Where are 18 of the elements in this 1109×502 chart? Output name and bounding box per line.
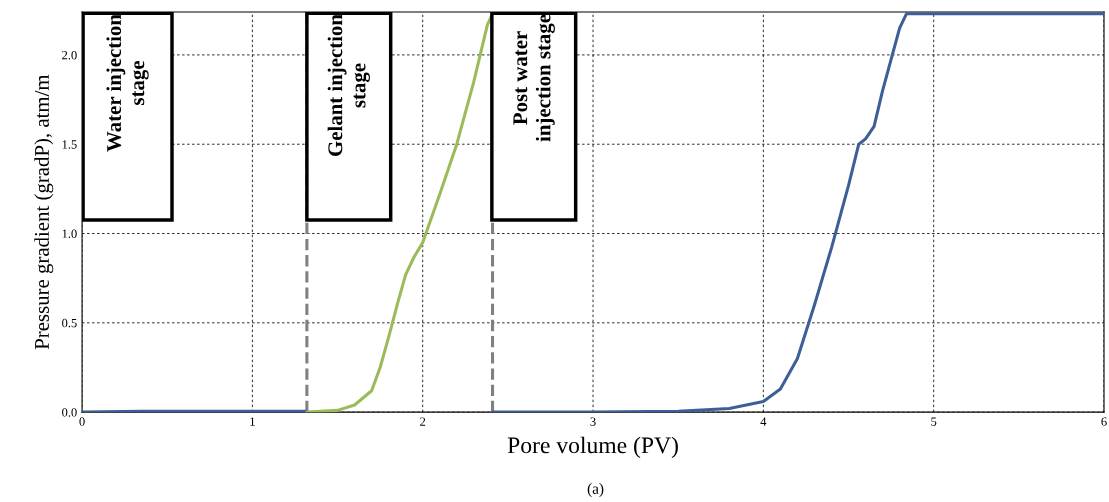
annotation: Post water injection stage	[513, 14, 555, 142]
x-tick-label: 3	[590, 417, 596, 426]
y-tick-label: 2.0	[62, 50, 77, 60]
annotation: Gelant injection stage	[327, 14, 370, 156]
text: (a)	[587, 483, 604, 497]
x-tick-label: 6	[1101, 417, 1107, 426]
x-tick-label: 4	[760, 417, 767, 426]
x-axis-title: Pore volume (PV)	[507, 436, 678, 459]
y-tick-label: 1.5	[62, 140, 77, 149]
y-tick-label: 0.5	[62, 318, 77, 328]
x-tick-label: 5	[931, 417, 937, 426]
y-tick-label: 0.0	[62, 408, 77, 417]
x-tick-label: 0	[79, 417, 85, 426]
x-tick-label: 1	[250, 417, 255, 426]
y-axis-title: Pressure gradient (gradP), atm/m	[34, 74, 54, 350]
annotation: Water injection stage	[106, 14, 149, 152]
x-tick-label: 2	[420, 417, 426, 426]
y-tick-label: 1.0	[62, 229, 77, 239]
